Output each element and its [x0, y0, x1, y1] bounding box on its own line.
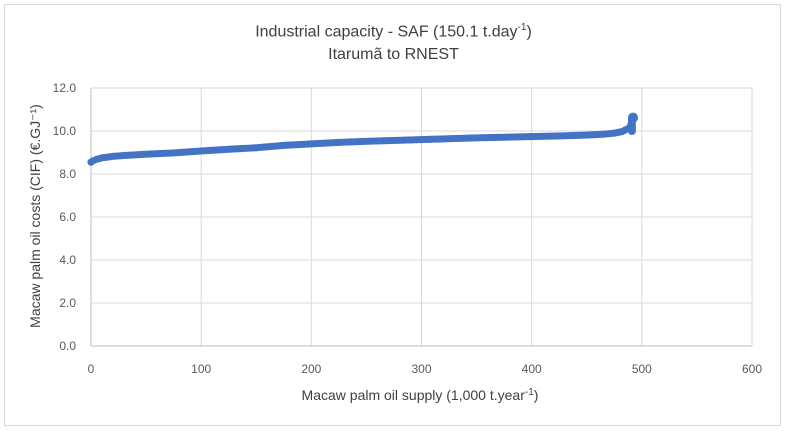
- y-axis-label: Macaw palm oil costs (CIF) (€.GJ⁻¹): [27, 104, 43, 328]
- x-tick-label: 0: [88, 362, 95, 376]
- x-axis-label: Macaw palm oil supply (1,000 t.year-1): [302, 387, 539, 403]
- chart-frame: [4, 4, 781, 426]
- x-tick-label: 100: [191, 362, 211, 376]
- data-series: [87, 112, 639, 166]
- y-tick-label: 6.0: [59, 210, 76, 224]
- x-tick-label: 400: [522, 362, 542, 376]
- y-tick-label: 4.0: [59, 253, 76, 267]
- x-tick-labels: 0 100 200 300 400 500 600: [88, 362, 763, 376]
- y-tick-label: 8.0: [59, 167, 76, 181]
- x-tick-label: 200: [301, 362, 321, 376]
- x-tick-label: 300: [411, 362, 431, 376]
- gridlines: [90, 87, 753, 347]
- y-tick-label: 10.0: [53, 124, 77, 138]
- y-tick-label: 2.0: [59, 296, 76, 310]
- data-point: [627, 114, 636, 123]
- chart-title: Industrial capacity - SAF (150.1 t.day-1…: [255, 22, 532, 41]
- y-tick-labels: 0.0 2.0 4.0 6.0 8.0 10.0 12.0: [53, 81, 77, 353]
- x-tick-label: 600: [742, 362, 762, 376]
- y-tick-label: 0.0: [59, 339, 76, 353]
- chart-subtitle: Itarumã to RNEST: [328, 46, 459, 63]
- y-tick-label: 12.0: [53, 81, 77, 95]
- x-tick-label: 500: [632, 362, 652, 376]
